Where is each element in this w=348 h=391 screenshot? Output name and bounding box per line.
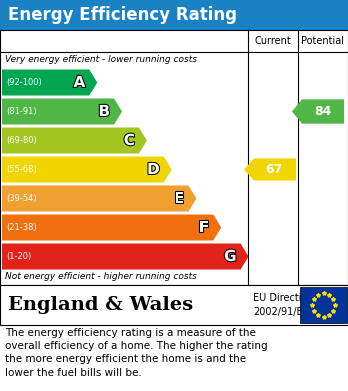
Bar xyxy=(300,287,347,323)
Text: C: C xyxy=(124,133,135,148)
Text: (55-68): (55-68) xyxy=(6,165,37,174)
Text: E: E xyxy=(174,191,184,206)
Polygon shape xyxy=(2,70,97,95)
Text: Very energy efficient - lower running costs: Very energy efficient - lower running co… xyxy=(5,55,197,64)
Polygon shape xyxy=(2,215,221,240)
Text: (69-80): (69-80) xyxy=(6,136,37,145)
Polygon shape xyxy=(2,99,122,124)
Bar xyxy=(0,0,348,30)
Text: England & Wales: England & Wales xyxy=(8,296,193,314)
Polygon shape xyxy=(2,244,248,269)
Text: The energy efficiency rating is a measure of the
overall efficiency of a home. T: The energy efficiency rating is a measur… xyxy=(5,328,268,378)
Text: A: A xyxy=(73,75,85,90)
Text: F: F xyxy=(199,220,209,235)
Text: Potential: Potential xyxy=(301,36,345,46)
Text: 84: 84 xyxy=(314,105,332,118)
Text: (39-54): (39-54) xyxy=(6,194,37,203)
Text: (81-91): (81-91) xyxy=(6,107,37,116)
Text: Energy Efficiency Rating: Energy Efficiency Rating xyxy=(8,6,237,24)
Polygon shape xyxy=(292,99,344,124)
Text: EU Directive: EU Directive xyxy=(253,293,313,303)
Text: Not energy efficient - higher running costs: Not energy efficient - higher running co… xyxy=(5,272,197,281)
Polygon shape xyxy=(2,127,147,154)
Text: B: B xyxy=(98,104,110,119)
Text: (1-20): (1-20) xyxy=(6,252,31,261)
Text: 2002/91/EC: 2002/91/EC xyxy=(253,307,309,317)
Text: G: G xyxy=(224,249,237,264)
Text: (92-100): (92-100) xyxy=(6,78,42,87)
Text: D: D xyxy=(147,162,160,177)
Bar xyxy=(0,285,348,325)
Text: Current: Current xyxy=(255,36,291,46)
Polygon shape xyxy=(244,158,296,181)
Polygon shape xyxy=(2,156,172,183)
Polygon shape xyxy=(2,185,197,212)
Bar xyxy=(0,30,348,285)
Text: (21-38): (21-38) xyxy=(6,223,37,232)
Text: 67: 67 xyxy=(265,163,283,176)
